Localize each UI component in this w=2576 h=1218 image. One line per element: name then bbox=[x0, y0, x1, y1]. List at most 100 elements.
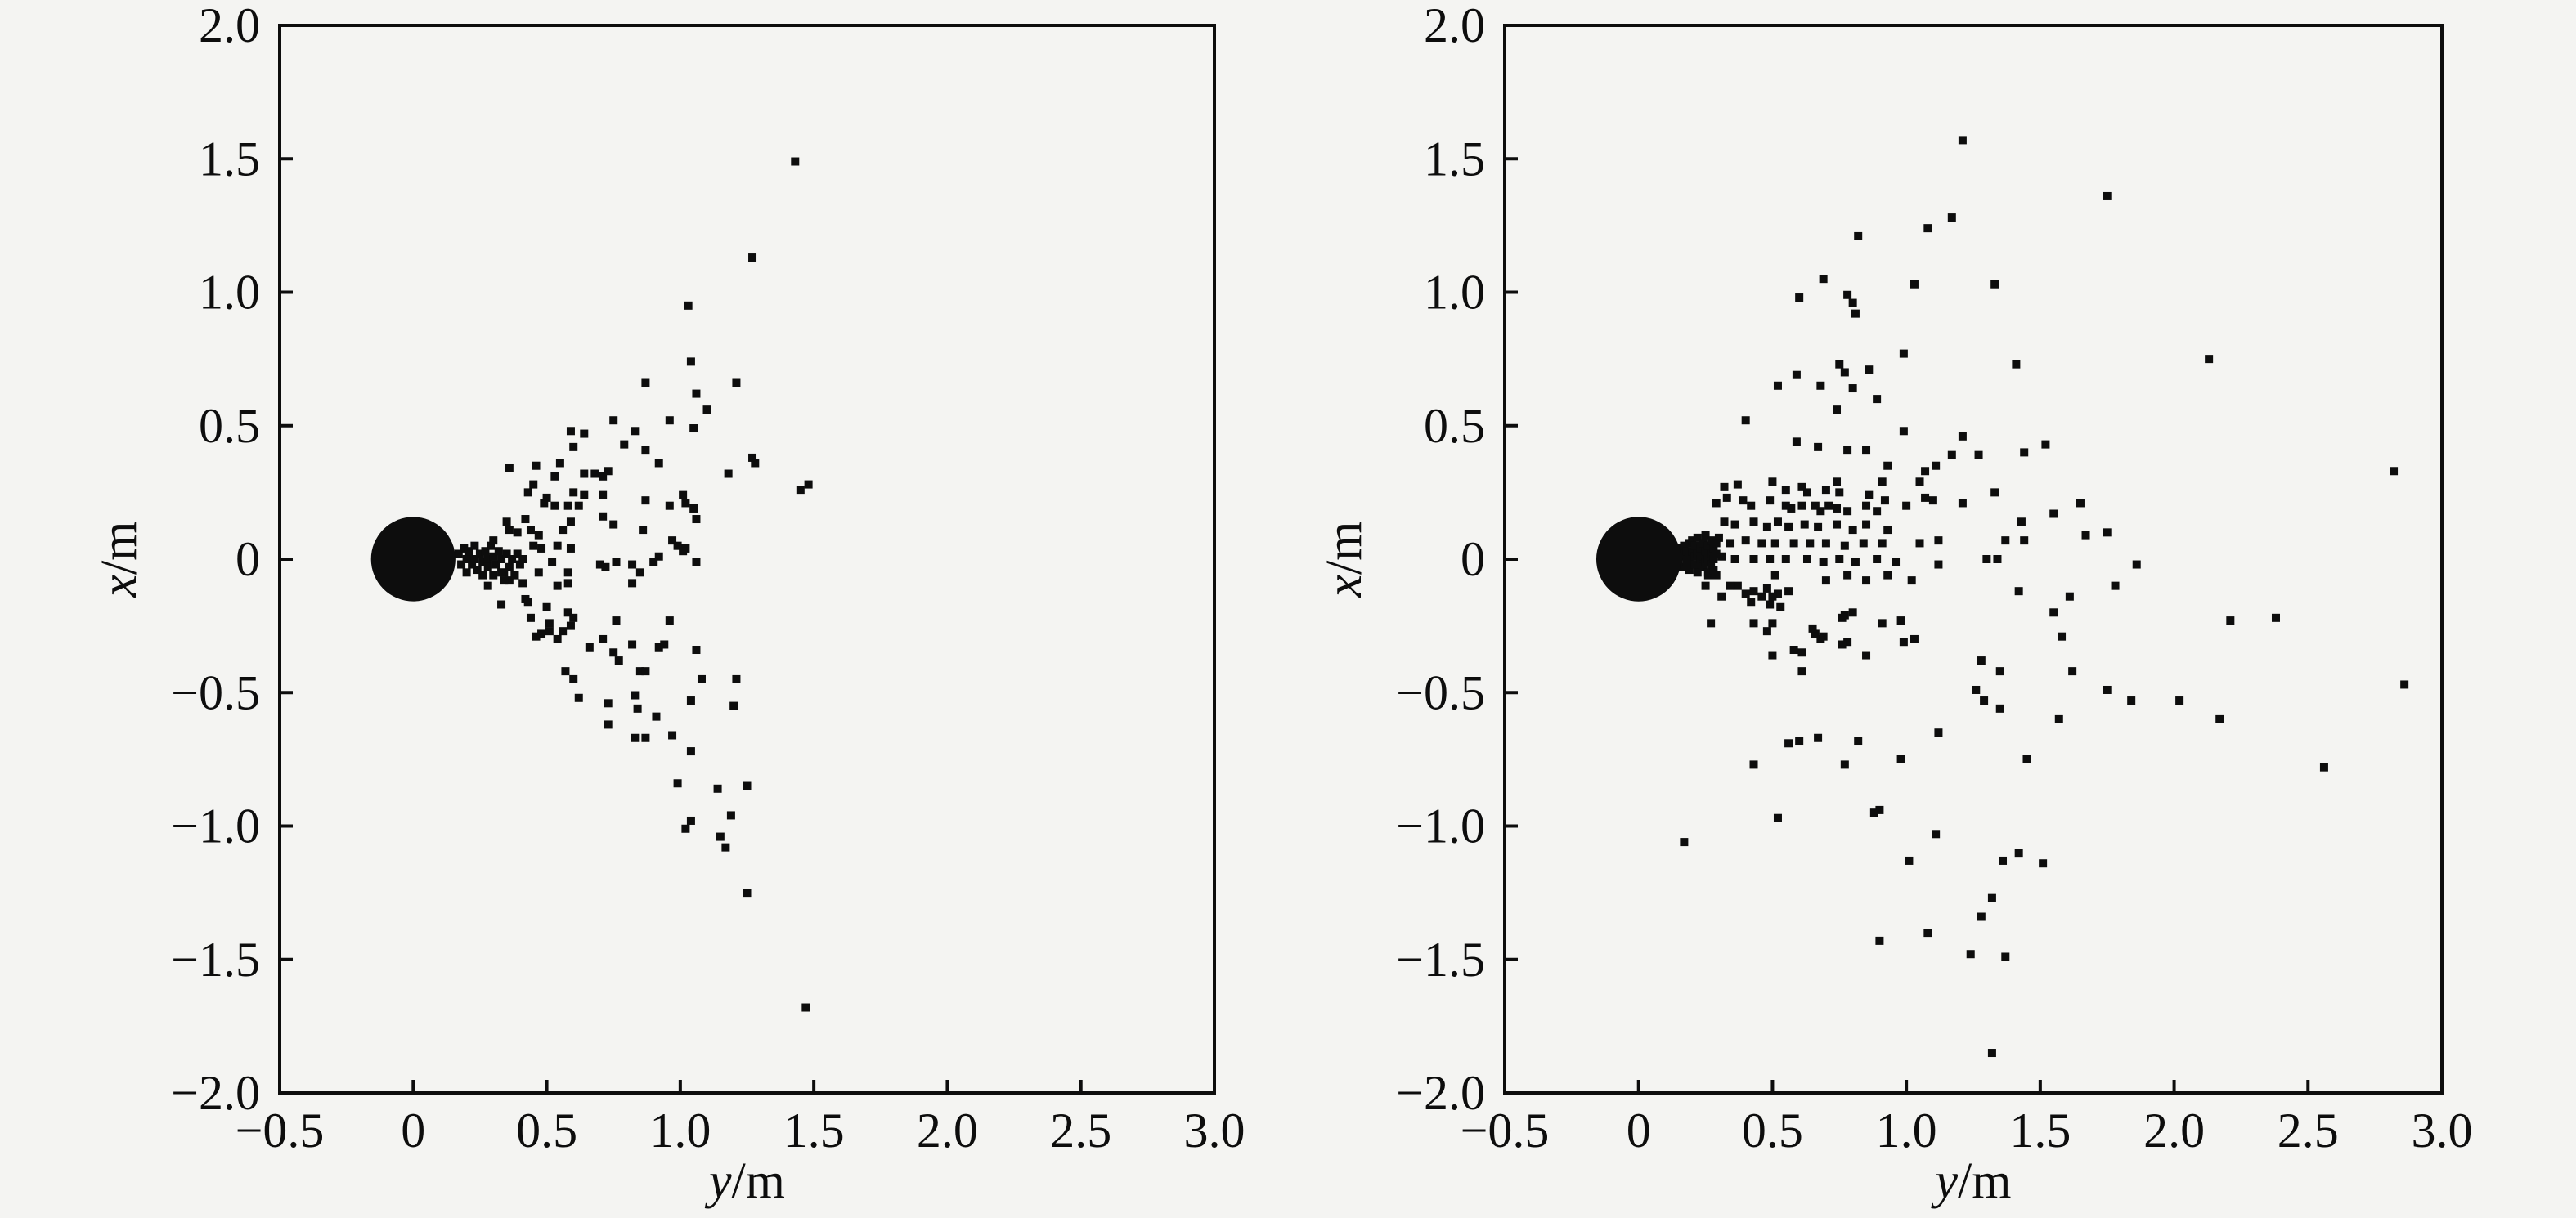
scatter-plot-left: −0.5 0 0.5 1.0 1.5 2.0 2.5 3.02.01.51.00.50−0.5… bbox=[92, 0, 1245, 1209]
scatter-point bbox=[1859, 539, 1868, 548]
scatter-point bbox=[2400, 680, 2409, 689]
scatter-point bbox=[673, 779, 682, 788]
scatter-point bbox=[1843, 571, 1852, 580]
scatter-point bbox=[559, 526, 568, 535]
scatter-point bbox=[566, 621, 575, 630]
scatter-point bbox=[1707, 619, 1716, 628]
scatter-point bbox=[534, 568, 543, 577]
scatter-point bbox=[1808, 624, 1817, 633]
scatter-point bbox=[614, 656, 623, 665]
scatter-point bbox=[692, 515, 701, 524]
scatter-point bbox=[491, 560, 500, 569]
scatter-point bbox=[478, 558, 487, 566]
scatter-point bbox=[612, 616, 621, 625]
scatter-panel-left: −0.5 0 0.5 1.0 1.5 2.0 2.5 3.0 2.0 1.5 1.0 0.5 0 −0.5… bbox=[92, 0, 1245, 1209]
scatter-point bbox=[513, 549, 522, 558]
scatter-point bbox=[801, 1003, 810, 1012]
scatter-point bbox=[470, 555, 479, 563]
scatter-point bbox=[489, 571, 498, 580]
scatter-point bbox=[599, 490, 608, 499]
scatter-point bbox=[1768, 592, 1777, 601]
scatter-point bbox=[1873, 395, 1882, 404]
scatter-point bbox=[1690, 541, 1699, 550]
scatter-point bbox=[1934, 560, 1943, 569]
scatter-point bbox=[713, 784, 722, 793]
scatter-point bbox=[2039, 859, 2048, 868]
scatter-point bbox=[665, 616, 674, 625]
scatter-point bbox=[654, 643, 663, 652]
scatter-point bbox=[1843, 446, 1852, 455]
scatter-point bbox=[729, 701, 738, 710]
scatter-point bbox=[1726, 539, 1735, 548]
scatter-point bbox=[505, 562, 514, 571]
scatter-point bbox=[628, 579, 637, 588]
scatter-point bbox=[686, 747, 695, 756]
scatter-point bbox=[494, 547, 503, 556]
scatter-point bbox=[1714, 533, 1723, 542]
scatter-point bbox=[563, 579, 572, 588]
source-circle bbox=[1595, 517, 1681, 602]
scatter-point bbox=[1792, 370, 1801, 379]
scatter-point bbox=[1840, 368, 1849, 377]
scatter-point bbox=[1977, 656, 1986, 665]
scatter-point bbox=[1709, 544, 1718, 553]
scatter-point bbox=[692, 646, 701, 655]
scatter-point bbox=[2205, 355, 2214, 364]
scatter-point bbox=[534, 531, 543, 540]
y-tick-label: 0 bbox=[236, 532, 260, 586]
scatter-point bbox=[1862, 651, 1871, 660]
scatter-point bbox=[1707, 560, 1716, 569]
scatter-point bbox=[1707, 549, 1716, 558]
scatter-point bbox=[1910, 280, 1919, 289]
scatter-point bbox=[1712, 499, 1721, 508]
source-circle bbox=[370, 517, 456, 602]
scatter-point bbox=[2054, 714, 2063, 723]
scatter-point bbox=[2065, 592, 2074, 601]
scatter-point bbox=[481, 547, 490, 556]
scatter-point bbox=[523, 488, 532, 497]
scatter-point bbox=[726, 811, 735, 820]
scatter-point bbox=[521, 515, 530, 524]
scatter-point bbox=[631, 691, 640, 700]
scatter-point bbox=[1784, 587, 1793, 596]
scatter-point bbox=[574, 501, 583, 510]
scatter-point bbox=[1821, 576, 1830, 585]
scatter-point bbox=[604, 467, 613, 476]
scatter-point bbox=[2132, 560, 2141, 569]
scatter-point bbox=[1905, 856, 1914, 865]
scatter-point bbox=[1854, 231, 1863, 240]
scatter-point bbox=[1862, 446, 1871, 455]
scatter-point bbox=[1703, 568, 1712, 577]
scatter-point bbox=[1712, 549, 1721, 558]
scatter-point bbox=[2012, 360, 2021, 369]
scatter-point bbox=[631, 427, 640, 436]
scatter-point bbox=[686, 696, 695, 705]
scatter-point bbox=[1773, 813, 1782, 822]
scatter-point bbox=[1833, 477, 1842, 486]
scatter-point bbox=[569, 674, 578, 683]
scatter-point bbox=[681, 824, 690, 833]
scatter-point bbox=[668, 536, 677, 545]
x-tick-label: 1.5 bbox=[2009, 1104, 2071, 1158]
scatter-point bbox=[1800, 520, 1809, 529]
scatter-point bbox=[631, 733, 640, 742]
scatter-point bbox=[1902, 501, 1911, 510]
scatter-point bbox=[1677, 562, 1686, 571]
scatter-point bbox=[1717, 552, 1726, 561]
scatter-point bbox=[1784, 522, 1793, 531]
scatter-point bbox=[604, 699, 613, 708]
scatter-point bbox=[2068, 667, 2077, 676]
scatter-point bbox=[483, 562, 492, 571]
scatter-point bbox=[1733, 480, 1742, 489]
scatter-point bbox=[628, 640, 637, 649]
scatter-point bbox=[566, 544, 575, 553]
y-axis: 2.0 1.5 1.0 0.5 0 −0.5 −1.0 −1.5 −2.0 bbox=[1396, 0, 1518, 1120]
scatter-point bbox=[1819, 558, 1828, 566]
scatter-point bbox=[1873, 507, 1882, 516]
scatter-point bbox=[1851, 558, 1860, 566]
scatter-point bbox=[500, 576, 509, 585]
scatter-point bbox=[2081, 531, 2090, 540]
scatter-point bbox=[515, 560, 524, 569]
scatter-point bbox=[483, 555, 492, 563]
